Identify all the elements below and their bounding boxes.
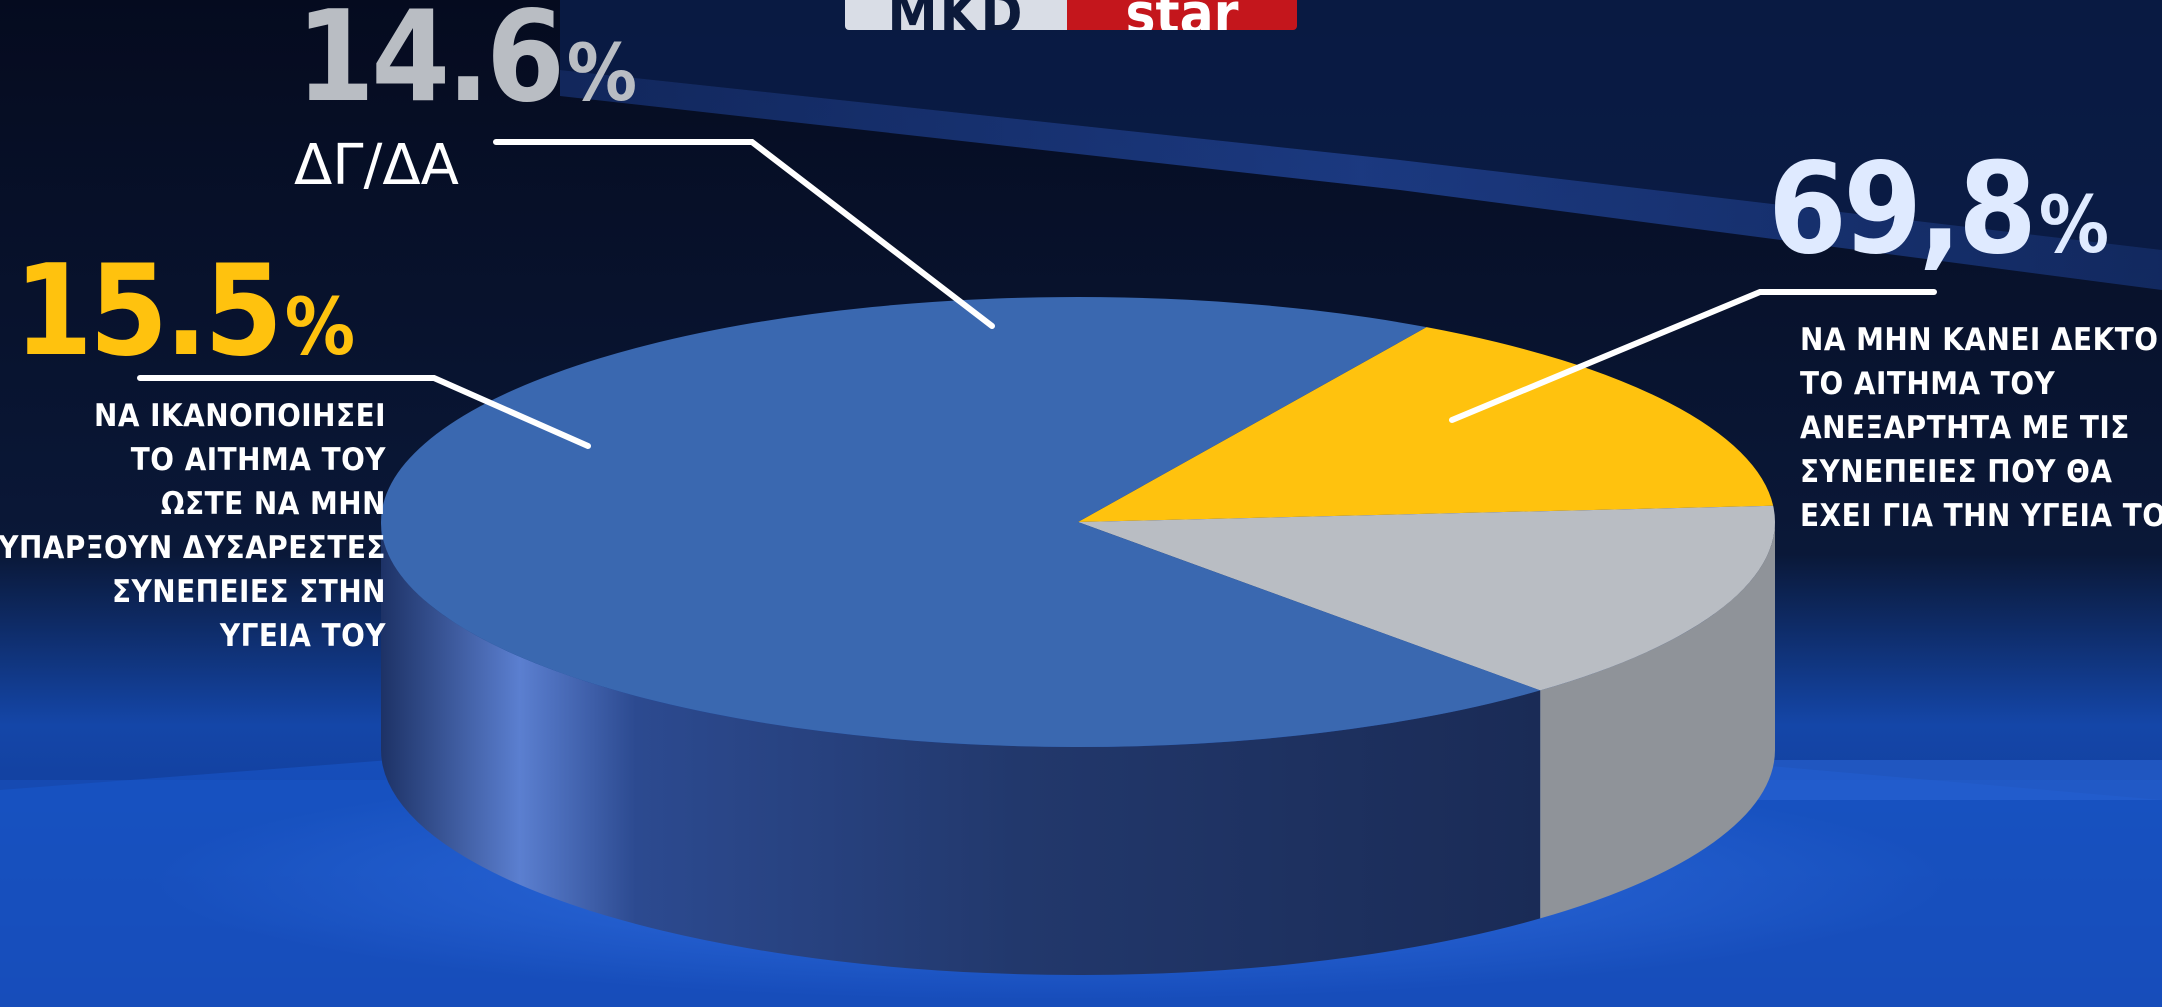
description-yes-line: ΥΠΑΡΞΟΥΝ ΔΥΣΑΡΕΣΤΕΣ	[0, 530, 386, 566]
pie-side-no	[381, 522, 1541, 975]
description-no-line: ΑΝΕΞΑΡΤΗΤΑ ΜΕ ΤΙΣ	[1800, 410, 2130, 446]
logo-star: star	[1067, 0, 1297, 30]
pie-slice-yes	[1078, 327, 1774, 522]
description-yes-line: ΝΑ ΙΚΑΝΟΠΟΙΗΣΕΙ	[94, 398, 386, 434]
leader-line-yes	[137, 375, 591, 449]
percentage-yes: 15.5%	[14, 237, 356, 384]
pie-side-dk	[1540, 522, 1775, 919]
description-no-line: ΕΧΕΙ ΓΙΑ ΤΗΝ ΥΓΕΙΑ ΤΟΥ	[1800, 498, 2162, 534]
leader-line-no	[1449, 289, 1937, 423]
description-no-line: ΣΥΝΕΠΕΙΕΣ ΠΟΥ ΘΑ	[1800, 454, 2113, 490]
percentage-dk: 14.6%	[296, 0, 638, 130]
description-yes-line: ΣΥΝΕΠΕΙΕΣ ΣΤΗΝ	[112, 574, 386, 610]
description-yes-line: ΩΣΤΕ ΝΑ ΜΗΝ	[160, 486, 386, 522]
description-no-line: ΝΑ ΜΗΝ ΚΑΝΕΙ ΔΕΚΤΟ	[1800, 322, 2159, 358]
pie-slice-dk	[1078, 505, 1776, 691]
leader-line-dk	[493, 139, 995, 329]
label-dk: ΔΓ/ΔΑ	[294, 133, 459, 198]
channel-logo: MKD star	[845, 0, 1297, 30]
percentage-no: 69,8%	[1768, 135, 2110, 282]
logo-mkd: MKD	[845, 0, 1067, 30]
description-no: ΝΑ ΜΗΝ ΚΑΝΕΙ ΔΕΚΤΟ ΤΟ ΑΙΤΗΜΑ ΤΟΥ ΑΝΕΞΑΡΤ…	[1800, 318, 2162, 538]
description-yes: ΝΑ ΙΚΑΝΟΠΟΙΗΣΕΙ ΤΟ ΑΙΤΗΜΑ ΤΟΥ ΩΣΤΕ ΝΑ ΜΗ…	[0, 394, 386, 658]
description-no-line: ΤΟ ΑΙΤΗΜΑ ΤΟΥ	[1800, 366, 2056, 402]
pie-slice-no	[381, 297, 1541, 748]
description-yes-line: ΤΟ ΑΙΤΗΜΑ ΤΟΥ	[130, 442, 386, 478]
description-yes-line: ΥΓΕΙΑ ΤΟΥ	[219, 618, 386, 654]
